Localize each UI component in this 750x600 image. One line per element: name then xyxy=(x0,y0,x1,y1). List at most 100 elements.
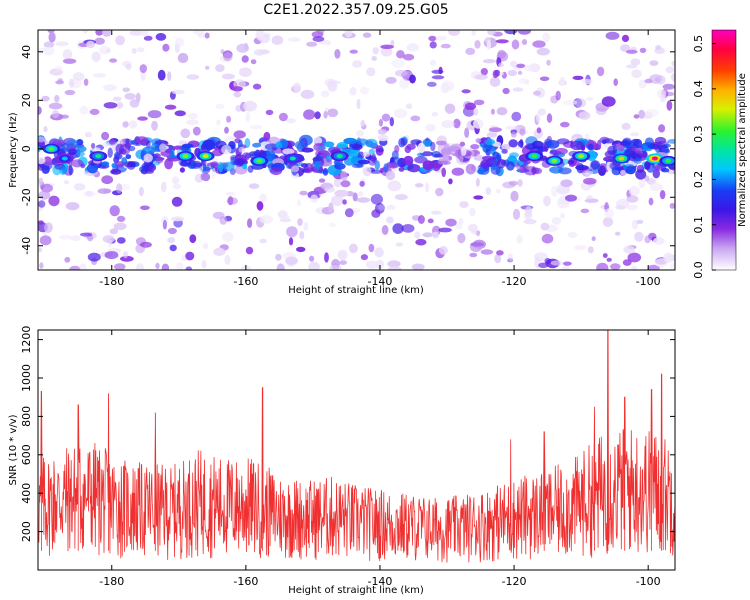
heatmap-cell xyxy=(549,166,564,174)
heatmap-cell xyxy=(430,141,436,152)
heatmap-cell xyxy=(473,118,484,129)
heatmap-cell xyxy=(660,168,670,173)
heatmap-cell xyxy=(572,75,584,80)
heatmap-cell xyxy=(584,133,590,141)
heatmap-cell xyxy=(654,136,667,145)
heatmap-cell xyxy=(174,110,186,117)
heatmap-cell xyxy=(587,246,594,254)
heatmap-cell xyxy=(259,193,267,203)
y-tick-label: -40 xyxy=(20,237,33,255)
heatmap-cell xyxy=(300,89,315,99)
heatmap-cell xyxy=(372,47,379,55)
heatmap-cell xyxy=(324,252,329,263)
heatmap-cell xyxy=(482,59,496,64)
heatmap-cell xyxy=(125,64,132,70)
heatmap-cell xyxy=(516,63,526,68)
heatmap-cell xyxy=(116,215,126,222)
heatmap-cell xyxy=(403,155,414,166)
heatmap-cell xyxy=(425,182,430,193)
heatmap-cell xyxy=(581,79,593,85)
heatmap-cell xyxy=(224,254,231,265)
heatmap-cell xyxy=(68,164,73,176)
heatmap-hotspot xyxy=(618,156,625,161)
heatmap-cell xyxy=(541,233,554,244)
heatmap-cell xyxy=(432,231,439,239)
heatmap-cell xyxy=(543,195,551,207)
heatmap-cell xyxy=(551,186,558,197)
heatmap-cell xyxy=(610,263,621,270)
heatmap-cell xyxy=(587,143,594,150)
heatmap-cell xyxy=(224,126,229,134)
heatmap-cell xyxy=(247,218,253,229)
heatmap-cell xyxy=(296,199,301,207)
colorbar-tick-label: 0.5 xyxy=(692,35,705,53)
heatmap-cell xyxy=(371,209,381,218)
heatmap-cell xyxy=(318,178,326,183)
heatmap-cell xyxy=(61,166,68,175)
heatmap-cell xyxy=(223,52,233,62)
heatmap-cell xyxy=(469,252,478,258)
heatmap-cell xyxy=(112,96,122,102)
heatmap-cell xyxy=(499,71,504,76)
heatmap-cell xyxy=(201,260,207,269)
heatmap-cell xyxy=(606,257,612,262)
heatmap-cell xyxy=(327,80,342,85)
heatmap-cell xyxy=(438,227,452,233)
heatmap-cell xyxy=(116,183,123,194)
heatmap-cell xyxy=(394,108,408,119)
heatmap-cell xyxy=(55,80,64,85)
heatmap-cell xyxy=(297,218,303,227)
heatmap-cell xyxy=(511,111,522,122)
heatmap-cell xyxy=(401,224,415,233)
heatmap-cell xyxy=(294,140,306,150)
heatmap-cell xyxy=(109,228,119,235)
heatmap-cell xyxy=(502,87,510,95)
heatmap-cell xyxy=(667,139,675,144)
heatmap-cell xyxy=(155,33,167,41)
heatmap-cell xyxy=(476,153,482,160)
heatmap-cell xyxy=(54,94,60,103)
heatmap-cell xyxy=(596,262,609,270)
heatmap-cell xyxy=(155,262,160,269)
heatmap-cell xyxy=(360,86,370,95)
heatmap-cell xyxy=(319,183,334,189)
heatmap-cell xyxy=(620,169,627,176)
heatmap-cell xyxy=(654,165,663,171)
snr-frame xyxy=(37,329,676,571)
heatmap-cell xyxy=(181,143,194,149)
heatmap-cell xyxy=(539,76,550,82)
heatmap-cell xyxy=(72,72,85,81)
snr-panel: -180 -160 -140 -120 -100 200 400 600 800 1000 120… xyxy=(8,326,676,596)
heatmap-cell xyxy=(288,237,294,246)
heatmap-cell xyxy=(380,46,393,57)
heatmap-cell xyxy=(375,259,385,269)
heatmap-cell xyxy=(70,235,81,242)
heatmap-cell xyxy=(330,195,344,207)
heatmap-cell xyxy=(38,162,45,171)
heatmap-cell xyxy=(473,99,485,106)
heatmap-cell xyxy=(256,201,264,211)
heatmap-cell xyxy=(185,119,199,126)
heatmap-cell xyxy=(222,161,235,172)
heatmap-cell xyxy=(154,139,168,146)
heatmap-hotspot xyxy=(551,158,558,163)
heatmap-cell xyxy=(63,180,70,185)
heatmap-cell xyxy=(621,122,631,130)
heatmap-cell xyxy=(563,99,578,106)
heatmap-cell xyxy=(644,235,651,244)
heatmap-cell xyxy=(189,234,197,244)
heatmap-cell xyxy=(507,69,518,77)
heatmap-cell xyxy=(654,47,665,54)
heatmap-cell xyxy=(185,266,193,270)
heatmap-cell xyxy=(368,243,375,253)
heatmap-cell xyxy=(601,139,607,145)
heatmap-cell xyxy=(570,140,584,151)
heatmap-cell xyxy=(532,40,546,48)
heatmap-cell xyxy=(475,177,480,187)
heatmap-cell xyxy=(429,59,437,66)
heatmap-cell xyxy=(202,139,216,150)
heatmap-cell xyxy=(73,183,86,191)
heatmap-cell xyxy=(171,196,183,207)
heatmap-cell xyxy=(309,255,315,262)
